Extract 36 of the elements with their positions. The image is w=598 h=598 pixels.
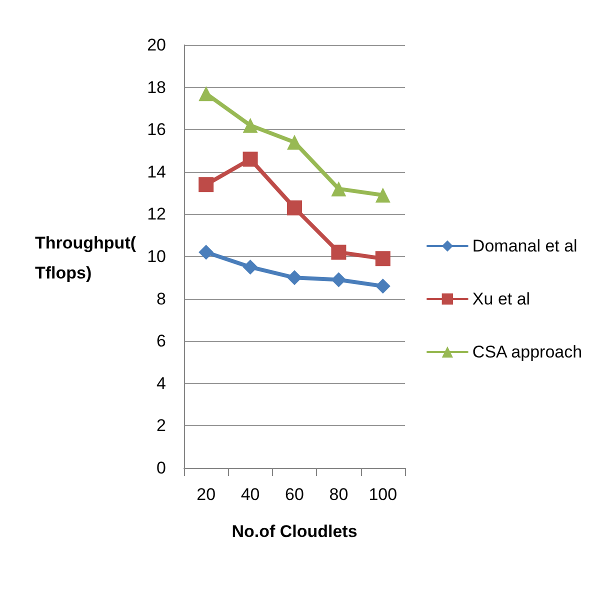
point — [242, 118, 258, 133]
x-tick-label: 60 — [285, 485, 304, 504]
point — [375, 278, 390, 294]
point — [375, 188, 390, 203]
y-tick-label: 2 — [156, 416, 166, 436]
point — [242, 260, 258, 275]
y-tick-label: 4 — [156, 374, 166, 393]
x-tick-label: 80 — [329, 485, 348, 504]
point — [331, 244, 346, 260]
x-axis-title: No.of Cloudlets — [232, 522, 358, 541]
x-tick-label: 100 — [368, 485, 398, 504]
y-tick-label: 12 — [147, 204, 166, 224]
y-tick-label: 14 — [147, 162, 166, 182]
legend-label: Xu et al — [472, 290, 530, 308]
y-tick-label: 8 — [156, 289, 166, 308]
point — [198, 86, 214, 102]
y-axis-title: Throughput( Tflops) — [35, 234, 136, 282]
legend-label: CSA approach — [472, 342, 582, 362]
point — [331, 181, 346, 196]
x-tick-label: 20 — [196, 485, 216, 504]
point — [198, 177, 214, 192]
y-tick-label: 20 — [147, 36, 166, 54]
x-tick-label: 40 — [240, 485, 260, 504]
point — [242, 152, 258, 167]
point — [331, 272, 346, 288]
point — [287, 200, 302, 216]
point — [287, 134, 302, 150]
legend-label: Domanal et al — [472, 236, 578, 256]
y-tick-label: 0 — [156, 458, 166, 478]
y-tick-label: 10 — [147, 247, 166, 266]
y-tick-label: 18 — [147, 78, 166, 97]
point — [198, 244, 214, 260]
y-tick-label: 6 — [156, 332, 166, 351]
y-tick-label: 16 — [147, 120, 166, 140]
point — [375, 251, 390, 266]
point — [287, 270, 302, 286]
